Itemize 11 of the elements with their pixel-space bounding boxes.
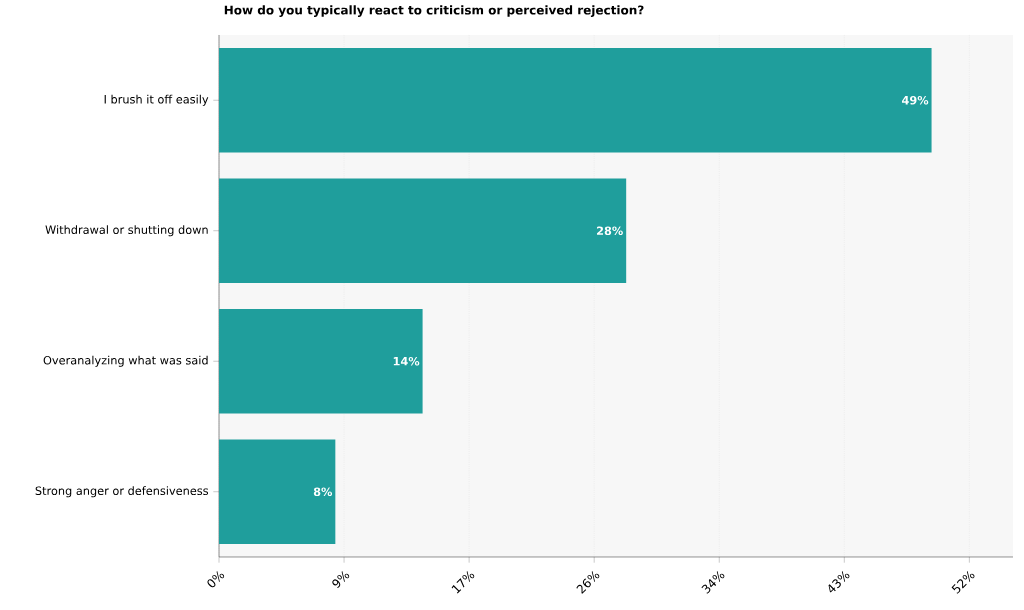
chart-title: How do you typically react to criticism or perceived rejection? [224, 5, 644, 17]
y-tick-label: Withdrawal or shutting down [45, 225, 208, 237]
x-tick-label: 9% [332, 571, 350, 589]
y-tick-label: I brush it off easily [104, 94, 209, 106]
data-label: 28% [597, 226, 623, 236]
data-label: 49% [902, 95, 929, 105]
data-label: 14% [393, 356, 420, 366]
x-tick-label: 0% [207, 571, 225, 588]
y-tick-label: Strong anger or defensiveness [35, 486, 209, 498]
data-label: 8% [313, 487, 333, 497]
y-tick-label: Overanalyzing what was said [43, 355, 208, 367]
